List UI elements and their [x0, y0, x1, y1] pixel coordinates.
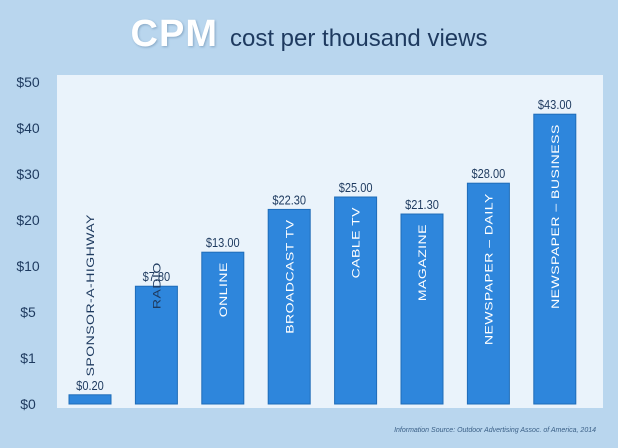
- bar-value-label: $22.30: [272, 193, 306, 208]
- y-tick-label: $20: [16, 212, 40, 228]
- category-label: SPONSOR-A-HIGHWAY: [83, 214, 96, 376]
- y-tick-label: $30: [16, 166, 40, 182]
- y-tick-label: $50: [16, 74, 40, 90]
- y-tick-label: $40: [16, 120, 40, 136]
- bar: [134, 285, 178, 405]
- y-tick-label: $5: [20, 304, 36, 320]
- chart-title: CPM: [130, 13, 218, 55]
- bar-value-label: $13.00: [206, 235, 240, 250]
- category-label: MAGAZINE: [415, 224, 428, 301]
- bar: [334, 196, 378, 405]
- y-tick-label: $10: [16, 258, 40, 274]
- bar-value-label: $21.30: [405, 197, 439, 212]
- bar-value-label: $7.80: [143, 269, 171, 284]
- chart-header: CPM cost per thousand views: [0, 0, 618, 64]
- y-tick-label: $0: [20, 396, 36, 412]
- bar: [533, 113, 577, 405]
- category-label: BROADCAST TV: [283, 219, 296, 333]
- bar-value-label: $28.00: [472, 166, 506, 181]
- category-label: RADIO: [150, 262, 163, 309]
- bar-value-label: $25.00: [339, 180, 373, 195]
- bar-value-label: $43.00: [538, 97, 572, 112]
- category-label: NEWSPAPER – DAILY: [482, 193, 495, 345]
- y-tick-label: $1: [20, 350, 36, 366]
- chart-subtitle: cost per thousand views: [229, 25, 488, 52]
- bar: [400, 213, 444, 405]
- category-label: NEWSPAPER – BUSINESS: [548, 124, 561, 309]
- bar: [267, 208, 311, 405]
- category-label: CABLE TV: [349, 207, 362, 278]
- source-note: Information Source: Outdoor Advertising …: [394, 427, 596, 434]
- bar: [201, 251, 245, 405]
- bar: [68, 394, 112, 405]
- category-label: ONLINE: [216, 262, 229, 317]
- bar-value-label: $0.20: [76, 378, 104, 393]
- bar: [466, 182, 510, 405]
